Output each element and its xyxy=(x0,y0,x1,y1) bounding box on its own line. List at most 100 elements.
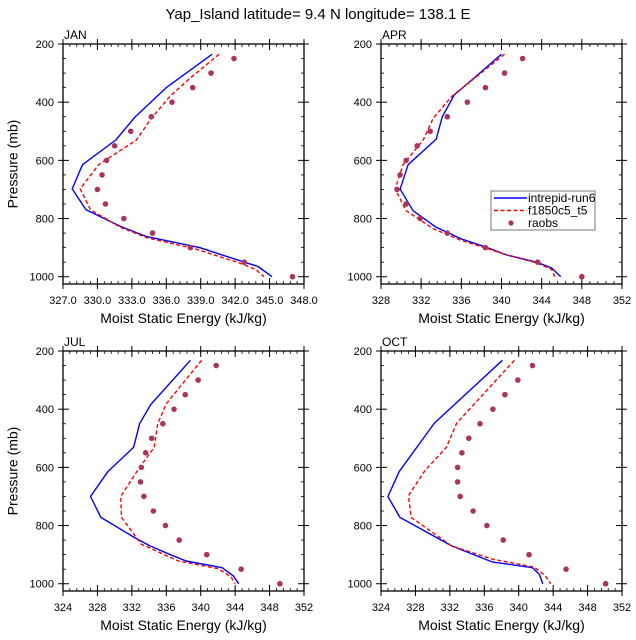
raobs-point xyxy=(208,70,214,76)
y-tick-label: 1000 xyxy=(348,272,372,284)
x-tick-label: 344 xyxy=(226,602,244,614)
raobs-point xyxy=(490,406,496,412)
raobs-point xyxy=(148,435,155,442)
x-tick-label: 336 xyxy=(452,295,470,307)
x-tick-label: 352 xyxy=(295,602,313,614)
raobs-point xyxy=(464,99,471,105)
raobs-point xyxy=(238,566,244,572)
raobs-point xyxy=(149,230,156,236)
y-tick-label: 1000 xyxy=(348,579,372,591)
raobs-point xyxy=(477,420,483,427)
raobs-point xyxy=(500,537,507,543)
x-tick-label: 324 xyxy=(54,602,72,614)
raobs-point xyxy=(162,522,169,529)
raobs-point xyxy=(99,172,105,178)
raobs-point xyxy=(241,259,248,265)
raobs-point xyxy=(231,55,237,62)
x-tick-label: 336 xyxy=(475,602,493,614)
x-tick-label: 328 xyxy=(372,295,390,307)
x-tick-label: 330.0 xyxy=(84,295,112,307)
x-axis-title: Moist Static Energy (kJ/kg) xyxy=(418,617,585,633)
y-tick-label: 800 xyxy=(36,521,54,533)
raobs-point xyxy=(454,479,461,485)
series-line-f1850c5-t5 xyxy=(79,53,265,278)
x-tick-label: 352 xyxy=(613,602,631,614)
raobs-point xyxy=(176,537,182,543)
x-tick-label: 348 xyxy=(573,295,591,307)
raobs-point xyxy=(501,70,508,76)
x-tick-label: 342.0 xyxy=(221,295,249,307)
raobs-point xyxy=(414,143,420,149)
raobs-point xyxy=(187,244,194,251)
plot-frame xyxy=(380,350,623,592)
y-tick-label: 600 xyxy=(36,155,54,167)
raobs-point xyxy=(94,186,101,193)
y-tick-label: 200 xyxy=(354,346,372,358)
y-tick-label: 400 xyxy=(354,97,372,109)
raobs-point xyxy=(470,508,476,514)
raobs-point xyxy=(579,273,585,280)
raobs-point xyxy=(563,566,569,572)
x-tick-label: 332 xyxy=(441,602,459,614)
panel-month-label: APR xyxy=(382,28,407,42)
panels: JAN 327.0 330.0 333.0 336.0 339.0 342.0 345.0 34… xyxy=(5,28,631,633)
raobs-point xyxy=(529,362,536,369)
plot-frame xyxy=(62,350,305,592)
raobs-point xyxy=(142,450,149,456)
raobs-point xyxy=(127,128,134,135)
y-axis-title: Pressure (mb) xyxy=(5,120,21,209)
raobs-point xyxy=(171,406,177,412)
y-tick-label: 200 xyxy=(36,39,54,51)
panel-month-label: OCT xyxy=(382,335,408,349)
raobs-point xyxy=(277,580,283,587)
raobs-point xyxy=(444,113,451,120)
raobs-point xyxy=(526,551,532,558)
raobs-point xyxy=(459,450,465,456)
series-line-intrepid-run6 xyxy=(399,53,562,278)
raobs-point xyxy=(160,420,166,427)
y-tick-label: 600 xyxy=(36,462,54,474)
raobs-point xyxy=(427,128,434,135)
raobs-point xyxy=(457,493,463,500)
raobs-point xyxy=(403,201,409,207)
raobs-point xyxy=(195,377,201,383)
raobs-point xyxy=(138,464,145,471)
x-tick-label: 336 xyxy=(157,602,175,614)
series-line-f1850c5-t5 xyxy=(407,359,552,585)
raobs-point xyxy=(454,464,461,471)
raobs-point xyxy=(534,259,541,265)
x-tick-label: 327.0 xyxy=(49,295,77,307)
x-tick-label: 348 xyxy=(260,602,278,614)
plot-area xyxy=(394,53,585,280)
raobs-point xyxy=(203,551,210,558)
series-line-intrepid-run6 xyxy=(89,359,240,585)
x-tick-label: 344 xyxy=(532,295,550,307)
y-tick-label: 200 xyxy=(354,39,372,51)
x-tick-label: 328 xyxy=(88,602,106,614)
raobs-point xyxy=(602,580,609,587)
raobs-point xyxy=(482,84,489,91)
plot-area xyxy=(387,359,609,587)
x-tick-label: 352 xyxy=(613,295,631,307)
x-tick-label: 344 xyxy=(544,602,562,614)
y-tick-label: 200 xyxy=(36,346,54,358)
x-tick-label: 324 xyxy=(372,602,390,614)
panel-apr: APR 328 332 336 340 344 348 352 200 400 600 800 1000… xyxy=(348,28,632,326)
raobs-point xyxy=(482,244,489,251)
y-tick-label: 600 xyxy=(354,462,372,474)
plot-area xyxy=(89,359,283,587)
y-tick-label: 1000 xyxy=(30,272,54,284)
raobs-point xyxy=(189,84,196,91)
raobs-point xyxy=(111,143,118,149)
plot-frame xyxy=(62,43,305,285)
raobs-point xyxy=(148,113,155,120)
panel-month-label: JUL xyxy=(64,335,86,349)
y-tick-label: 600 xyxy=(354,155,372,167)
raobs-point xyxy=(213,362,220,369)
x-tick-label: 340 xyxy=(192,602,210,614)
x-tick-label: 348.0 xyxy=(290,295,318,307)
x-tick-label: 336.0 xyxy=(153,295,181,307)
legend-marker-raobs xyxy=(508,220,514,226)
